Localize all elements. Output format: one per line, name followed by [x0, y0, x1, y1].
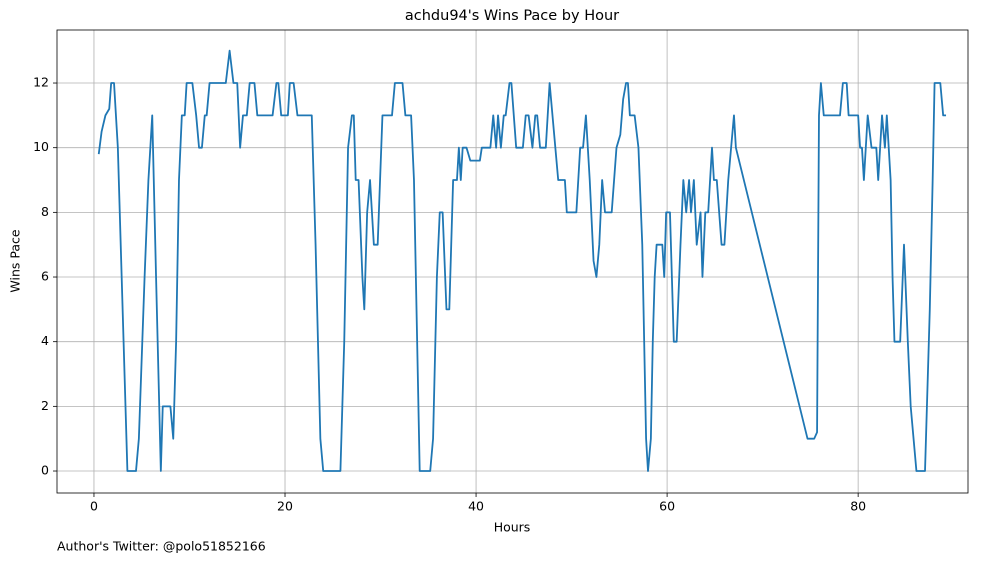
chart-title: achdu94's Wins Pace by Hour	[405, 8, 619, 24]
y-tick-label: 0	[41, 463, 49, 478]
axes-frame	[56, 29, 969, 494]
annotation: Author's Twitter: @polo51852166	[57, 539, 266, 554]
y-tick-label: 6	[41, 269, 49, 284]
y-tick-label: 12	[33, 75, 49, 90]
x-tick-label: 40	[468, 499, 484, 514]
x-tick-label: 0	[90, 499, 98, 514]
x-tick-label: 60	[659, 499, 675, 514]
y-axis-label: Wins Pace	[8, 229, 23, 292]
x-axis-label: Hours	[494, 520, 531, 535]
plot-area: 0 20 40 60 80 0 2 4 6 8 10 12	[33, 30, 968, 514]
y-tick-label: 8	[41, 204, 49, 219]
data-line	[97, 49, 947, 472]
y-tick-label: 10	[33, 139, 49, 154]
y-tick-label: 2	[41, 398, 49, 413]
y-tick-label: 4	[41, 333, 49, 348]
x-tick-label: 20	[277, 499, 293, 514]
x-tick-label: 80	[850, 499, 866, 514]
